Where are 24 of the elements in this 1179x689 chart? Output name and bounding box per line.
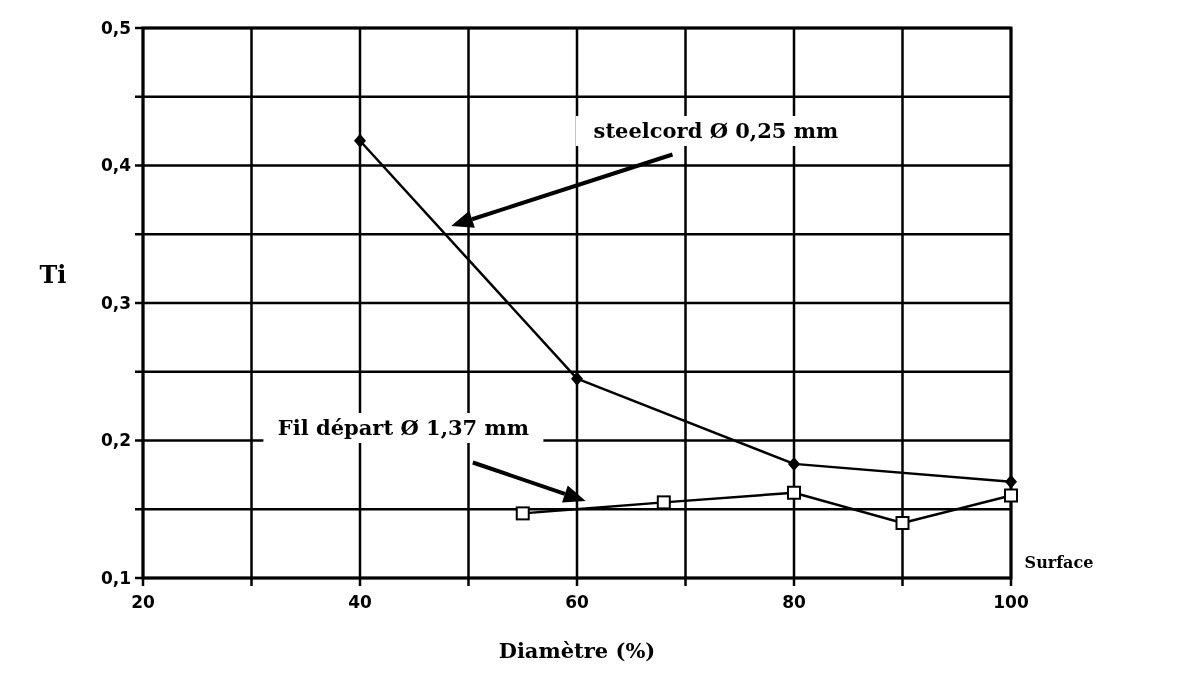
point bbox=[571, 371, 583, 386]
point bbox=[1005, 474, 1017, 489]
point bbox=[515, 506, 530, 521]
y-tick-label: 0,5 bbox=[100, 17, 131, 38]
point bbox=[1004, 488, 1018, 503]
point bbox=[895, 516, 910, 530]
point bbox=[656, 495, 671, 510]
x-tick-label: 20 bbox=[131, 592, 155, 612]
x-axis-title: Diamètre (%) bbox=[498, 638, 656, 663]
x-tick-label: 100 bbox=[993, 592, 1029, 612]
point bbox=[787, 485, 801, 500]
y-tick-label: 0,2 bbox=[100, 430, 131, 451]
point bbox=[354, 133, 366, 148]
x-tick-label: 80 bbox=[782, 592, 806, 612]
x-tick-label: 60 bbox=[565, 592, 589, 612]
y-tick-label: 0,3 bbox=[100, 292, 131, 313]
y-axis-title: Ti bbox=[39, 260, 67, 289]
text: Surface bbox=[1024, 553, 1094, 572]
annotation: steelcord Ø 0,25 mm bbox=[593, 118, 839, 143]
y-tick-label: 0,1 bbox=[100, 567, 131, 588]
x-tick-label: 40 bbox=[348, 592, 372, 612]
y-tick-label: 0,4 bbox=[100, 155, 132, 176]
point bbox=[788, 456, 800, 471]
annotation: Fil départ Ø 1,37 mm bbox=[277, 415, 529, 440]
